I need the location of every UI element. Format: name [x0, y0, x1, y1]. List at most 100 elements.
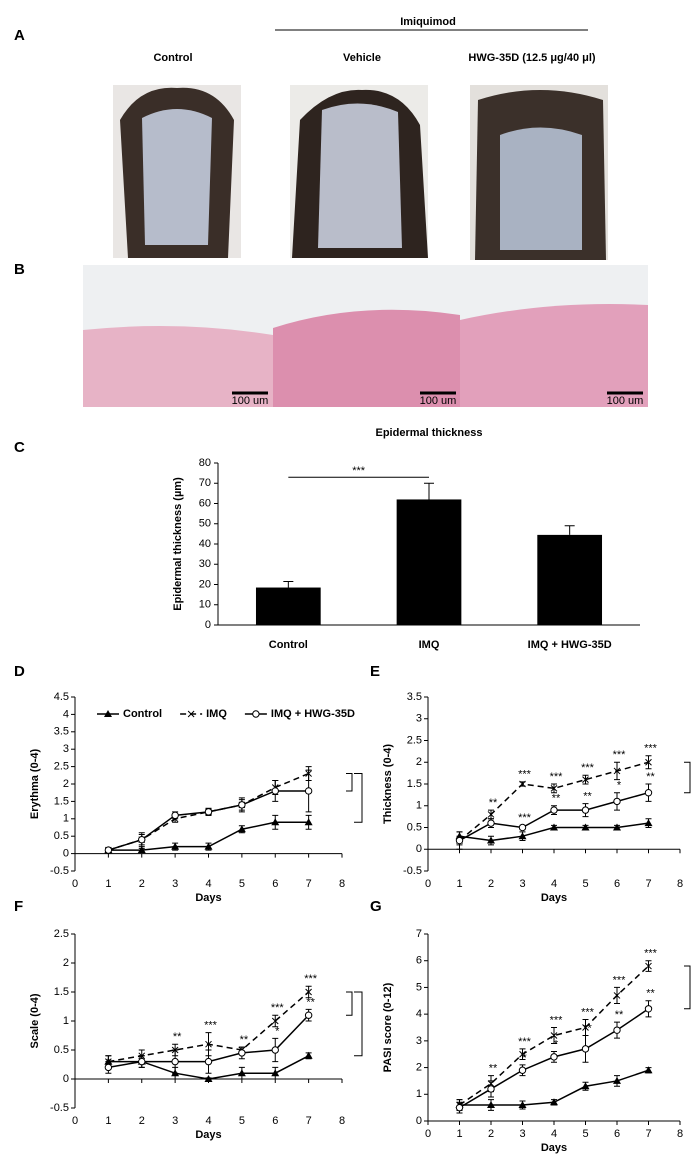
y-tick-label: 1 [416, 800, 422, 812]
significance: * [554, 1038, 559, 1050]
y-tick-label: -0.5 [403, 865, 422, 877]
panel-letter: G [370, 898, 382, 915]
mouse-photos [113, 85, 608, 260]
marker [271, 1046, 279, 1054]
tissue [460, 304, 648, 407]
y-tick-label: 70 [199, 477, 211, 489]
x-tick-label: 4 [205, 878, 211, 890]
marker [271, 787, 279, 795]
scale-label: 100 um [420, 395, 457, 407]
significance: ** [646, 771, 655, 783]
error-bar [424, 482, 434, 500]
marker [204, 808, 213, 816]
y-axis-label: PASI score (0-12) [382, 982, 394, 1072]
y-tick-label: 0 [416, 843, 422, 855]
y-axis-label: Thickness (0-4) [382, 744, 394, 824]
marker [550, 806, 558, 814]
marker [581, 806, 590, 814]
significance: ** [173, 1031, 182, 1043]
x-tick-label: 4 [551, 1128, 557, 1140]
x-tick-label: 5 [582, 878, 588, 890]
marker [487, 1100, 495, 1108]
x-tick-label: 2 [139, 1115, 145, 1127]
y-tick-label: 4 [416, 1008, 422, 1020]
marker [550, 1032, 558, 1039]
marker [271, 1017, 279, 1025]
y-tick-label: 2 [416, 1061, 422, 1073]
marker [518, 1100, 527, 1108]
marker [613, 767, 621, 775]
x-tick-label: 8 [677, 1128, 683, 1140]
x-tick-label: 1 [456, 878, 462, 890]
y-tick-label: 2.5 [54, 761, 69, 773]
marker [238, 801, 246, 809]
y-tick-label: 0.5 [54, 830, 69, 842]
x-tick-label: 6 [272, 878, 278, 890]
marker [237, 825, 246, 833]
marker [137, 846, 146, 854]
x-axis-label: Days [195, 1129, 221, 1141]
marker [305, 988, 312, 996]
y-tick-label: 7 [416, 928, 422, 940]
x-tick-label: 7 [306, 878, 312, 890]
error-bar [283, 580, 294, 588]
marker [487, 811, 495, 818]
marker [304, 1011, 313, 1019]
y-tick-label: 50 [199, 518, 211, 530]
bracket [684, 965, 691, 1010]
y-tick-label: 80 [199, 457, 211, 469]
panel-letter: E [370, 663, 380, 680]
significance: *** [613, 749, 627, 761]
marker [645, 758, 652, 766]
bracket [354, 773, 363, 823]
shaved-skin [142, 109, 212, 245]
marker [204, 1075, 213, 1082]
scale-label: 100 um [232, 395, 269, 407]
marker [171, 1057, 179, 1066]
significance: *** [644, 948, 658, 960]
marker [204, 1057, 213, 1066]
significance: *** [518, 1036, 532, 1048]
legend-label: Control [123, 708, 162, 720]
marker [518, 823, 527, 832]
significance: ** [552, 793, 561, 805]
y-tick-label: 60 [199, 497, 211, 509]
y-tick-label: 0 [416, 1115, 422, 1127]
marker [582, 776, 589, 784]
y-axis-label: Scale (0-4) [29, 993, 41, 1048]
x-tick-label: Control [269, 639, 308, 651]
bracket [346, 991, 353, 1016]
marker [171, 811, 179, 820]
shaved-skin [318, 103, 402, 248]
marker [645, 962, 652, 970]
x-tick-label: 3 [519, 878, 525, 890]
significance: * [275, 1025, 280, 1037]
marker [271, 1069, 280, 1077]
significance: ** [489, 1062, 498, 1074]
marker [518, 832, 527, 840]
y-tick-label: -0.5 [50, 1102, 69, 1114]
y-tick-label: 0.5 [407, 821, 422, 833]
marker [304, 818, 313, 826]
y-tick-label: 6 [416, 955, 422, 967]
bracket [684, 761, 691, 794]
y-tick-label: 40 [199, 538, 211, 550]
marker [238, 1049, 246, 1057]
marker [138, 835, 146, 844]
x-tick-label: 2 [488, 1128, 494, 1140]
marker [644, 789, 653, 797]
x-axis-label: Days [541, 1142, 567, 1154]
scale-label: 100 um [607, 395, 644, 407]
bar [255, 587, 321, 625]
significance: ** [583, 1022, 592, 1034]
x-tick-label: 6 [614, 878, 620, 890]
significance: *** [271, 1002, 285, 1014]
y-tick-label: 2.5 [407, 734, 422, 746]
marker [613, 1076, 621, 1084]
tissue [83, 326, 273, 407]
significance: *** [581, 1006, 595, 1018]
significance: ** [489, 797, 498, 809]
marker [487, 836, 495, 844]
significance: *** [613, 974, 627, 986]
marker [613, 1026, 621, 1034]
